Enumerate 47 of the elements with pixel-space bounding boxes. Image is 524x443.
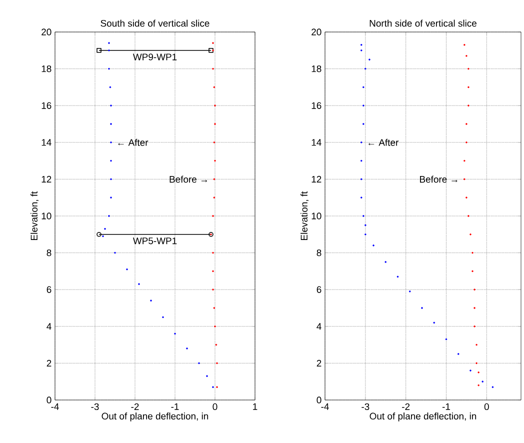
point bbox=[208, 48, 214, 53]
y-tick-label: 2 bbox=[316, 360, 322, 367]
series-label: WP5-WP1 bbox=[132, 238, 177, 244]
y-tick-label: 0 bbox=[46, 396, 52, 404]
y-tick-label: 8 bbox=[316, 249, 322, 256]
y-tick-label: 18 bbox=[312, 65, 322, 72]
x-tick-label: -1 bbox=[171, 403, 179, 410]
y-tick-label: 8 bbox=[46, 249, 52, 256]
x-tick-label: 0 bbox=[212, 403, 218, 410]
y-tick-label: 12 bbox=[42, 176, 52, 182]
chart-title: South side of vertical slice bbox=[100, 20, 210, 27]
annotation: Before → bbox=[170, 176, 208, 183]
y-tick-label: 6 bbox=[46, 286, 52, 293]
x-tick-label: -4 bbox=[51, 403, 59, 410]
x-axis-title: Out of plane deflection, in bbox=[370, 412, 476, 422]
annotation: Before → bbox=[420, 176, 458, 183]
y-tick-label: 0 bbox=[316, 396, 322, 404]
y-tick-label: 14 bbox=[312, 139, 322, 146]
y-tick-label: 2 bbox=[46, 360, 52, 367]
y-axis-title: Elevation, ft bbox=[300, 191, 309, 240]
x-tick-label: -3 bbox=[91, 403, 99, 410]
y-tick-label: 14 bbox=[42, 139, 52, 146]
x-tick-label: -1 bbox=[442, 403, 450, 410]
x-tick-label: -4 bbox=[321, 403, 329, 410]
x-axis-title: Out of plane deflection, in bbox=[102, 412, 208, 422]
x-tick-label: 1 bbox=[253, 403, 258, 410]
y-tick-label: 18 bbox=[42, 65, 52, 72]
series-label: WP9-WP1 bbox=[132, 54, 177, 60]
y-tick-label: 20 bbox=[312, 28, 322, 36]
y-tick-label: 16 bbox=[42, 102, 52, 109]
x-tick-label: 0 bbox=[484, 403, 489, 410]
x-tick-label: -2 bbox=[402, 403, 410, 410]
y-tick-label: 4 bbox=[46, 323, 52, 330]
y-tick-label: 6 bbox=[316, 286, 322, 293]
y-tick-label: 10 bbox=[312, 212, 322, 220]
y-tick-label: 4 bbox=[316, 323, 322, 330]
annotation: ← After bbox=[118, 138, 148, 146]
point bbox=[96, 48, 102, 53]
chart-title: North side of vertical slice bbox=[370, 20, 476, 27]
x-tick-label: -3 bbox=[362, 403, 370, 410]
y-axis-title: Elevation, ft bbox=[30, 191, 39, 240]
y-tick-label: 16 bbox=[312, 102, 322, 109]
y-tick-label: 10 bbox=[42, 212, 52, 220]
y-tick-label: 20 bbox=[42, 28, 52, 36]
y-tick-label: 12 bbox=[312, 176, 322, 182]
annotation: ← After bbox=[368, 138, 398, 146]
x-tick-label: -2 bbox=[131, 403, 139, 410]
